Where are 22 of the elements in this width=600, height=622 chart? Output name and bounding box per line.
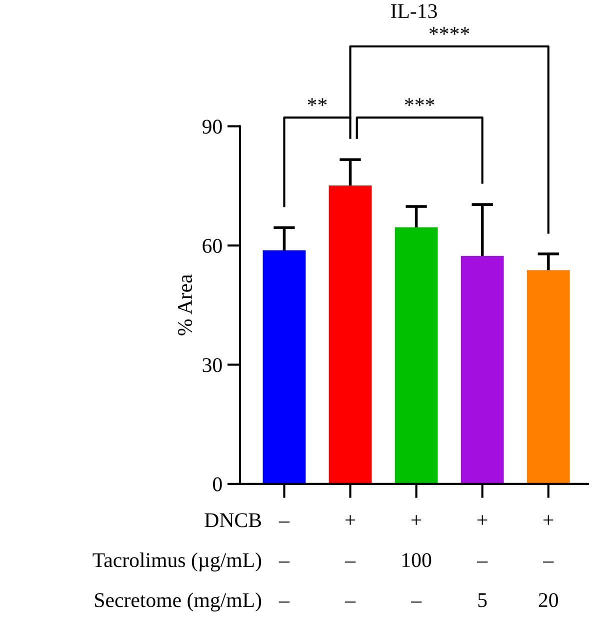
text: ** — [308, 98, 327, 106]
bar — [526, 270, 570, 484]
bar — [394, 227, 438, 484]
category-label: + – 20 — [538, 515, 558, 608]
y-tick-label: 30 — [202, 358, 222, 372]
y-axis-title: % Area — [178, 274, 192, 336]
y-tick-label: 0 — [213, 477, 222, 492]
text: *** — [405, 98, 434, 106]
text: Tacrolimus (µg/mL) — [92, 552, 262, 572]
bar — [328, 185, 372, 484]
text: Secretome (mg/mL) — [95, 592, 262, 612]
y-tick-label: 90 — [202, 120, 222, 134]
chart-title: IL-13 — [391, 4, 437, 18]
bar — [262, 250, 306, 484]
category-label: + – – — [344, 515, 356, 603]
category-label: + 100 – — [402, 515, 432, 603]
bar — [460, 256, 504, 484]
category-label: + – 5 — [476, 515, 488, 608]
y-tick-label: 60 — [202, 238, 222, 253]
category-label: – – – — [278, 522, 290, 603]
text: DNCB — [204, 513, 261, 528]
text: **** — [430, 27, 470, 35]
